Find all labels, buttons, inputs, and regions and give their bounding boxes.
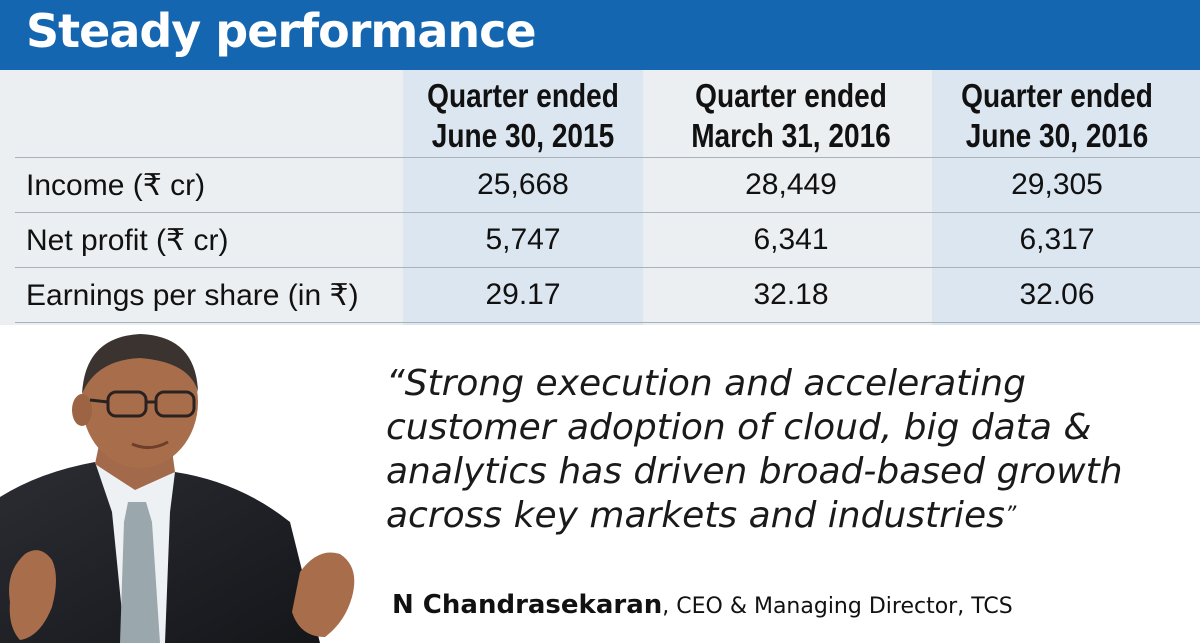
table-cell: 29.17 xyxy=(485,278,561,311)
column-shade-q3 xyxy=(932,70,1200,325)
table-cell: 32.18 xyxy=(753,278,829,311)
quote-line: analytics has driven broad-based growth xyxy=(386,451,1123,492)
quote-line: across key markets and industries” xyxy=(386,494,1186,538)
table-cell: 32.06 xyxy=(1019,278,1095,311)
column-header-line: Quarter ended xyxy=(427,77,619,114)
column-header-q1: Quarter ended June 30, 2015 xyxy=(421,76,625,156)
row-label-net-profit: Net profit (₹ cr) xyxy=(26,224,229,257)
table-divider xyxy=(15,157,1200,158)
speaker-name: N Chandrasekaran xyxy=(392,590,663,620)
speaker-role: , CEO & Managing Director, TCS xyxy=(662,594,1013,619)
column-header-q2: Quarter ended March 31, 2016 xyxy=(680,76,903,156)
title-banner: Steady performance xyxy=(0,0,1200,70)
row-label-eps: Earnings per share (in ₹) xyxy=(26,279,359,312)
column-header-line: Quarter ended xyxy=(695,77,887,114)
table-cell: 28,449 xyxy=(745,168,837,201)
column-header-line: June 30, 2016 xyxy=(965,117,1149,154)
table-cell: 6,341 xyxy=(753,223,829,256)
column-header-line: June 30, 2015 xyxy=(431,117,615,154)
quote-attribution: N Chandrasekaran, CEO & Managing Directo… xyxy=(392,590,1013,620)
quote-text: across key markets and industries xyxy=(386,495,1005,536)
column-header-line: March 31, 2016 xyxy=(691,117,891,154)
column-header-q3: Quarter ended June 30, 2016 xyxy=(951,76,1164,156)
quote-text: Strong execution and accelerating xyxy=(404,363,1026,404)
table-divider xyxy=(15,322,1200,323)
table-cell: 29,305 xyxy=(1011,168,1103,201)
ceo-portrait xyxy=(0,334,355,643)
ceo-quote: “Strong execution and accelerating custo… xyxy=(386,362,1186,538)
row-label-income: Income (₹ cr) xyxy=(26,169,206,202)
table-cell: 5,747 xyxy=(485,223,561,256)
column-shade-q1 xyxy=(403,70,643,325)
table-divider xyxy=(15,212,1200,213)
column-header-line: Quarter ended xyxy=(961,77,1153,114)
table-cell: 25,668 xyxy=(477,168,569,201)
open-quote-mark: “ xyxy=(386,363,405,404)
close-quote-mark: ” xyxy=(1004,503,1017,528)
quote-line: customer adoption of cloud, big data & xyxy=(386,407,1092,448)
table-cell: 6,317 xyxy=(1019,223,1095,256)
table-divider xyxy=(15,267,1200,268)
page-title: Steady performance xyxy=(26,4,537,58)
quote-line: “Strong execution and accelerating xyxy=(386,362,1186,406)
